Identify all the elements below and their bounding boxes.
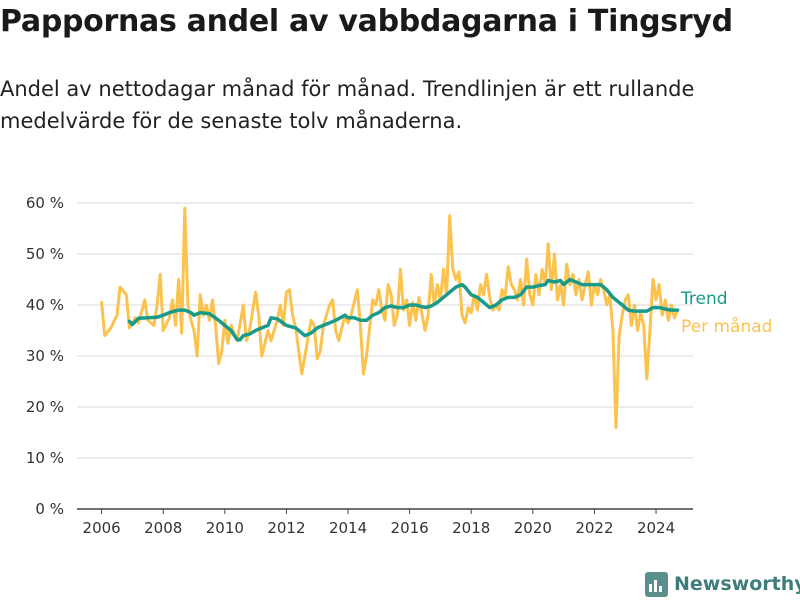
y-tick-label: 40 % <box>26 296 64 314</box>
x-tick-label: 2018 <box>452 519 490 537</box>
y-tick-label: 30 % <box>26 347 64 365</box>
y-tick-label: 50 % <box>26 245 64 263</box>
x-tick-label: 2010 <box>206 519 244 537</box>
y-tick-label: 10 % <box>26 449 64 467</box>
x-tick-label: 2012 <box>267 519 305 537</box>
chart-title: Pappornas andel av vabbdagarna i Tingsry… <box>0 4 733 39</box>
x-tick-label: 2008 <box>144 519 182 537</box>
x-tick-label: 2024 <box>637 519 675 537</box>
brand-logo: Newsworthy <box>645 570 800 598</box>
x-tick-label: 2016 <box>391 519 429 537</box>
legend-trend: Trend <box>680 289 728 309</box>
chart-subtitle: Andel av nettodagar månad för månad. Tre… <box>0 77 695 133</box>
trend-line <box>127 277 680 342</box>
monthly-line <box>100 206 680 429</box>
x-tick-label: 2014 <box>329 519 367 537</box>
gridlines <box>77 202 693 459</box>
series-lines <box>100 206 680 429</box>
x-tick-label: 2020 <box>514 519 552 537</box>
bar-chart-logo-icon <box>645 571 668 597</box>
x-tick-label: 2006 <box>83 519 121 537</box>
y-tick-label: 20 % <box>26 398 64 416</box>
y-tick-label: 60 % <box>26 194 64 212</box>
line-labels: Per månad Trend <box>680 289 772 337</box>
axes: 0 % 10 % 20 % 30 % 40 % 50 % 60 % 2006 2008 2010 2… <box>26 194 693 537</box>
brand-name: Newsworthy <box>674 573 800 595</box>
x-tick-label: 2022 <box>575 519 613 537</box>
legend-monthly: Per månad <box>681 316 772 337</box>
y-tick-label: 0 % <box>35 500 64 518</box>
